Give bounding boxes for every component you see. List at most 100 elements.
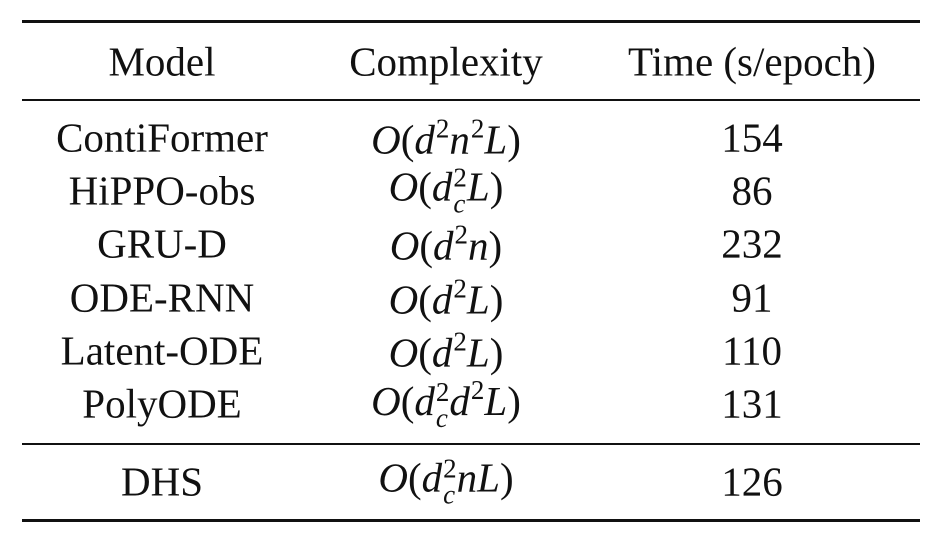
math-sup: 2 bbox=[470, 113, 485, 144]
math-token: L bbox=[466, 276, 490, 323]
math-sub: c bbox=[435, 402, 448, 433]
math-base: L bbox=[466, 329, 490, 376]
math-base: ) bbox=[488, 222, 503, 269]
math-sup: 2 bbox=[453, 162, 467, 193]
math-base: d bbox=[431, 163, 453, 210]
math-sup: 2 bbox=[443, 453, 457, 484]
time-value: 154 bbox=[721, 114, 783, 161]
math-base: ( bbox=[400, 116, 415, 163]
math-token: n bbox=[468, 222, 489, 269]
time-value: 110 bbox=[722, 327, 782, 374]
complexity-formula: O(d2n2L) bbox=[371, 113, 521, 163]
group-rule bbox=[22, 443, 920, 445]
math-base: ) bbox=[499, 454, 514, 501]
model-name: PolyODE bbox=[82, 380, 242, 427]
header-cell: Complexity bbox=[349, 38, 543, 85]
math-base: L bbox=[466, 163, 490, 210]
math-base: ( bbox=[419, 222, 434, 269]
model-name: ODE-RNN bbox=[69, 274, 255, 321]
math-base: d bbox=[421, 454, 443, 501]
math-token: O bbox=[371, 116, 401, 163]
math-token: L bbox=[466, 329, 490, 376]
math-base: d bbox=[414, 377, 435, 424]
math-token: ) bbox=[490, 166, 504, 207]
math-sup: 2 bbox=[435, 376, 450, 407]
complexity-formula: O(d2L) bbox=[388, 326, 504, 376]
math-sup: 2 bbox=[454, 219, 469, 250]
math-token: d2 bbox=[431, 273, 467, 323]
math-token: d2 bbox=[414, 115, 449, 163]
time-value: 232 bbox=[721, 220, 783, 267]
math-base: d bbox=[431, 329, 453, 376]
math-token: n bbox=[457, 457, 478, 498]
math-token: ( bbox=[400, 377, 415, 424]
math-token: d2 bbox=[449, 374, 485, 424]
model-name: HiPPO-obs bbox=[68, 167, 256, 214]
math-token: ) bbox=[488, 222, 503, 269]
complexity-formula: O(d 2 c L) bbox=[389, 162, 504, 216]
math-base: ) bbox=[507, 116, 521, 163]
math-base: O bbox=[388, 276, 419, 323]
complexity-formula: O(d 2 c nL) bbox=[378, 453, 514, 507]
math-base: d bbox=[414, 116, 435, 163]
math-token: ( bbox=[419, 222, 434, 269]
header-cell: Model bbox=[108, 38, 216, 85]
math-base: d bbox=[431, 276, 453, 323]
math-base: ( bbox=[400, 377, 415, 424]
math-sup: 2 bbox=[453, 326, 467, 357]
math-token: ) bbox=[489, 329, 504, 376]
model-name: DHS bbox=[120, 458, 204, 505]
model-name: Latent-ODE bbox=[60, 327, 264, 374]
top-rule bbox=[22, 20, 920, 23]
math-token: ) bbox=[489, 276, 504, 323]
time-value: 91 bbox=[731, 274, 773, 321]
math-base: O bbox=[388, 163, 419, 210]
math-token: O bbox=[389, 166, 419, 207]
math-token: O bbox=[388, 276, 419, 323]
math-token: L bbox=[484, 377, 508, 424]
math-base: ( bbox=[418, 329, 432, 376]
math-base: O bbox=[371, 116, 401, 163]
header-cell: Time (s/epoch) bbox=[628, 38, 876, 85]
math-base: n bbox=[449, 116, 470, 163]
math-base: L bbox=[484, 377, 508, 424]
math-base: d bbox=[449, 377, 470, 424]
bottom-rule bbox=[22, 519, 920, 522]
math-token: O bbox=[371, 377, 401, 424]
math-base: O bbox=[389, 222, 420, 269]
math-base: ( bbox=[418, 276, 432, 323]
time-value: 131 bbox=[721, 380, 783, 427]
math-token: ( bbox=[418, 276, 432, 323]
math-token: L bbox=[484, 119, 507, 161]
math-token: O bbox=[388, 329, 419, 376]
math-sup: 2 bbox=[470, 374, 485, 405]
math-base: O bbox=[371, 377, 401, 424]
math-token: O bbox=[389, 222, 420, 269]
model-name: ContiFormer bbox=[56, 114, 268, 161]
math-token: ) bbox=[507, 116, 521, 163]
math-base: ) bbox=[489, 163, 504, 210]
math-token: ( bbox=[400, 116, 415, 163]
math-base: O bbox=[378, 454, 408, 501]
time-value: 86 bbox=[731, 167, 773, 214]
math-base: ) bbox=[507, 377, 521, 424]
time-value: 126 bbox=[721, 458, 783, 505]
math-token: ( bbox=[418, 166, 432, 207]
math-base: O bbox=[388, 329, 419, 376]
complexity-formula: O(d2L) bbox=[388, 273, 504, 323]
math-base: ) bbox=[489, 329, 504, 376]
math-base: ) bbox=[489, 276, 504, 323]
math-sup: 2 bbox=[453, 273, 467, 304]
math-base: n bbox=[468, 222, 489, 269]
math-token: L bbox=[467, 166, 490, 207]
math-base: L bbox=[477, 454, 500, 501]
math-base: L bbox=[466, 276, 490, 323]
math-base: ( bbox=[407, 454, 422, 501]
math-token: ) bbox=[500, 457, 514, 498]
